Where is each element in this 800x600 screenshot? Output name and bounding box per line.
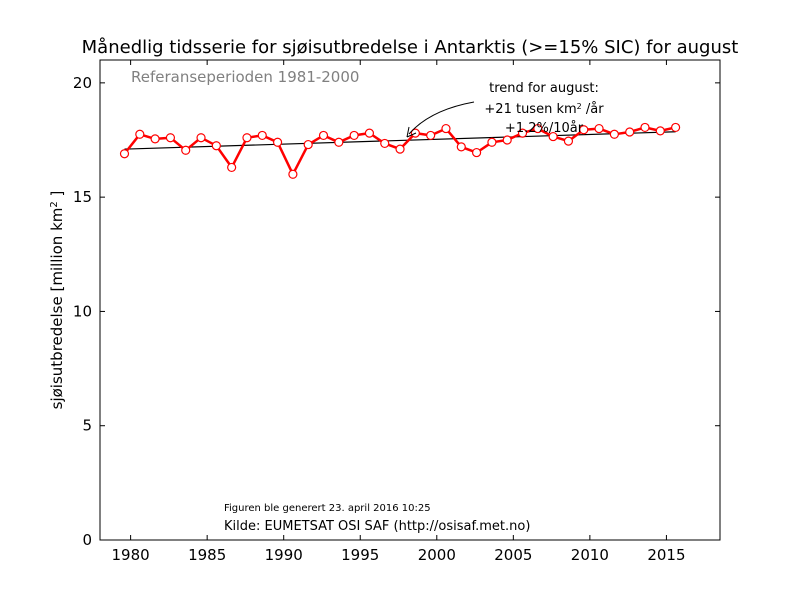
data-point (349, 130, 359, 141)
y-tick-label: 0 (82, 531, 92, 549)
data-point (426, 130, 436, 141)
data-point (288, 169, 298, 179)
data-point (119, 149, 130, 159)
annotation-line-2: +21 tusen km2 /år (484, 102, 604, 118)
data-point (364, 128, 375, 138)
data-point (257, 130, 267, 141)
series-group (119, 122, 681, 179)
data-point (242, 133, 252, 143)
data-point (502, 135, 512, 145)
data-point (181, 145, 191, 155)
data-point (548, 131, 558, 142)
data-point (380, 138, 390, 149)
chart-title: Månedlig tidsserie for sjøisutbredelse i… (82, 37, 739, 58)
data-point (272, 137, 283, 147)
x-tick-label: 1990 (265, 546, 303, 564)
data-point (671, 122, 681, 133)
data-point (640, 122, 650, 133)
data-point (165, 133, 176, 143)
data-point (625, 127, 635, 137)
data-point (456, 142, 466, 152)
annotation-arrow (408, 101, 475, 135)
x-tick-label: 2015 (647, 546, 685, 564)
y-tick-label: 15 (73, 188, 92, 206)
data-point (487, 137, 497, 147)
data-point (441, 123, 451, 134)
trend-annotation: trend for august: +21 tusen km2 /år +1.2… (406, 81, 604, 138)
y-axis-label: sjøisutbredelse [million km2 ] (48, 191, 66, 410)
data-point (227, 162, 237, 173)
y-tick-label: 20 (73, 74, 92, 92)
data-point (334, 137, 344, 147)
data-point (517, 128, 528, 138)
data-point (533, 123, 543, 134)
data-point (395, 144, 405, 154)
x-tick-label: 2010 (571, 546, 609, 564)
x-tick-label: 2005 (494, 546, 532, 564)
reference-period-text: Referanseperioden 1981-2000 (131, 68, 359, 86)
axis-ticks: 1980 1985 1990 1995 2000 2005 2010 2015 0 5 10 15 20 (73, 60, 720, 564)
x-tick-label: 1995 (341, 546, 379, 564)
data-point (318, 130, 329, 141)
data-point (579, 125, 589, 135)
data-point (196, 133, 206, 143)
data-point (655, 126, 665, 136)
x-tick-label: 2000 (418, 546, 456, 564)
data-point (609, 129, 619, 139)
x-tick-label: 1980 (112, 546, 150, 564)
data-point (211, 141, 221, 151)
footer-source: Kilde: EUMETSAT OSI SAF (http://osisaf.m… (224, 519, 530, 534)
annotation-line-3: +1.2%/10år (505, 121, 584, 136)
footer-generated: Figuren ble generert 23. april 2016 10:2… (224, 503, 431, 514)
data-point (594, 123, 604, 134)
data-point (303, 139, 313, 150)
y-tick-label: 5 (82, 417, 92, 435)
annotation-line-1: trend for august: (489, 81, 599, 96)
y-tick-label: 10 (73, 302, 92, 320)
data-point (135, 129, 145, 139)
annotation-arrowhead (406, 126, 417, 138)
data-point (563, 136, 574, 146)
data-point (150, 134, 160, 144)
data-point (471, 147, 482, 158)
x-tick-label: 1985 (188, 546, 226, 564)
